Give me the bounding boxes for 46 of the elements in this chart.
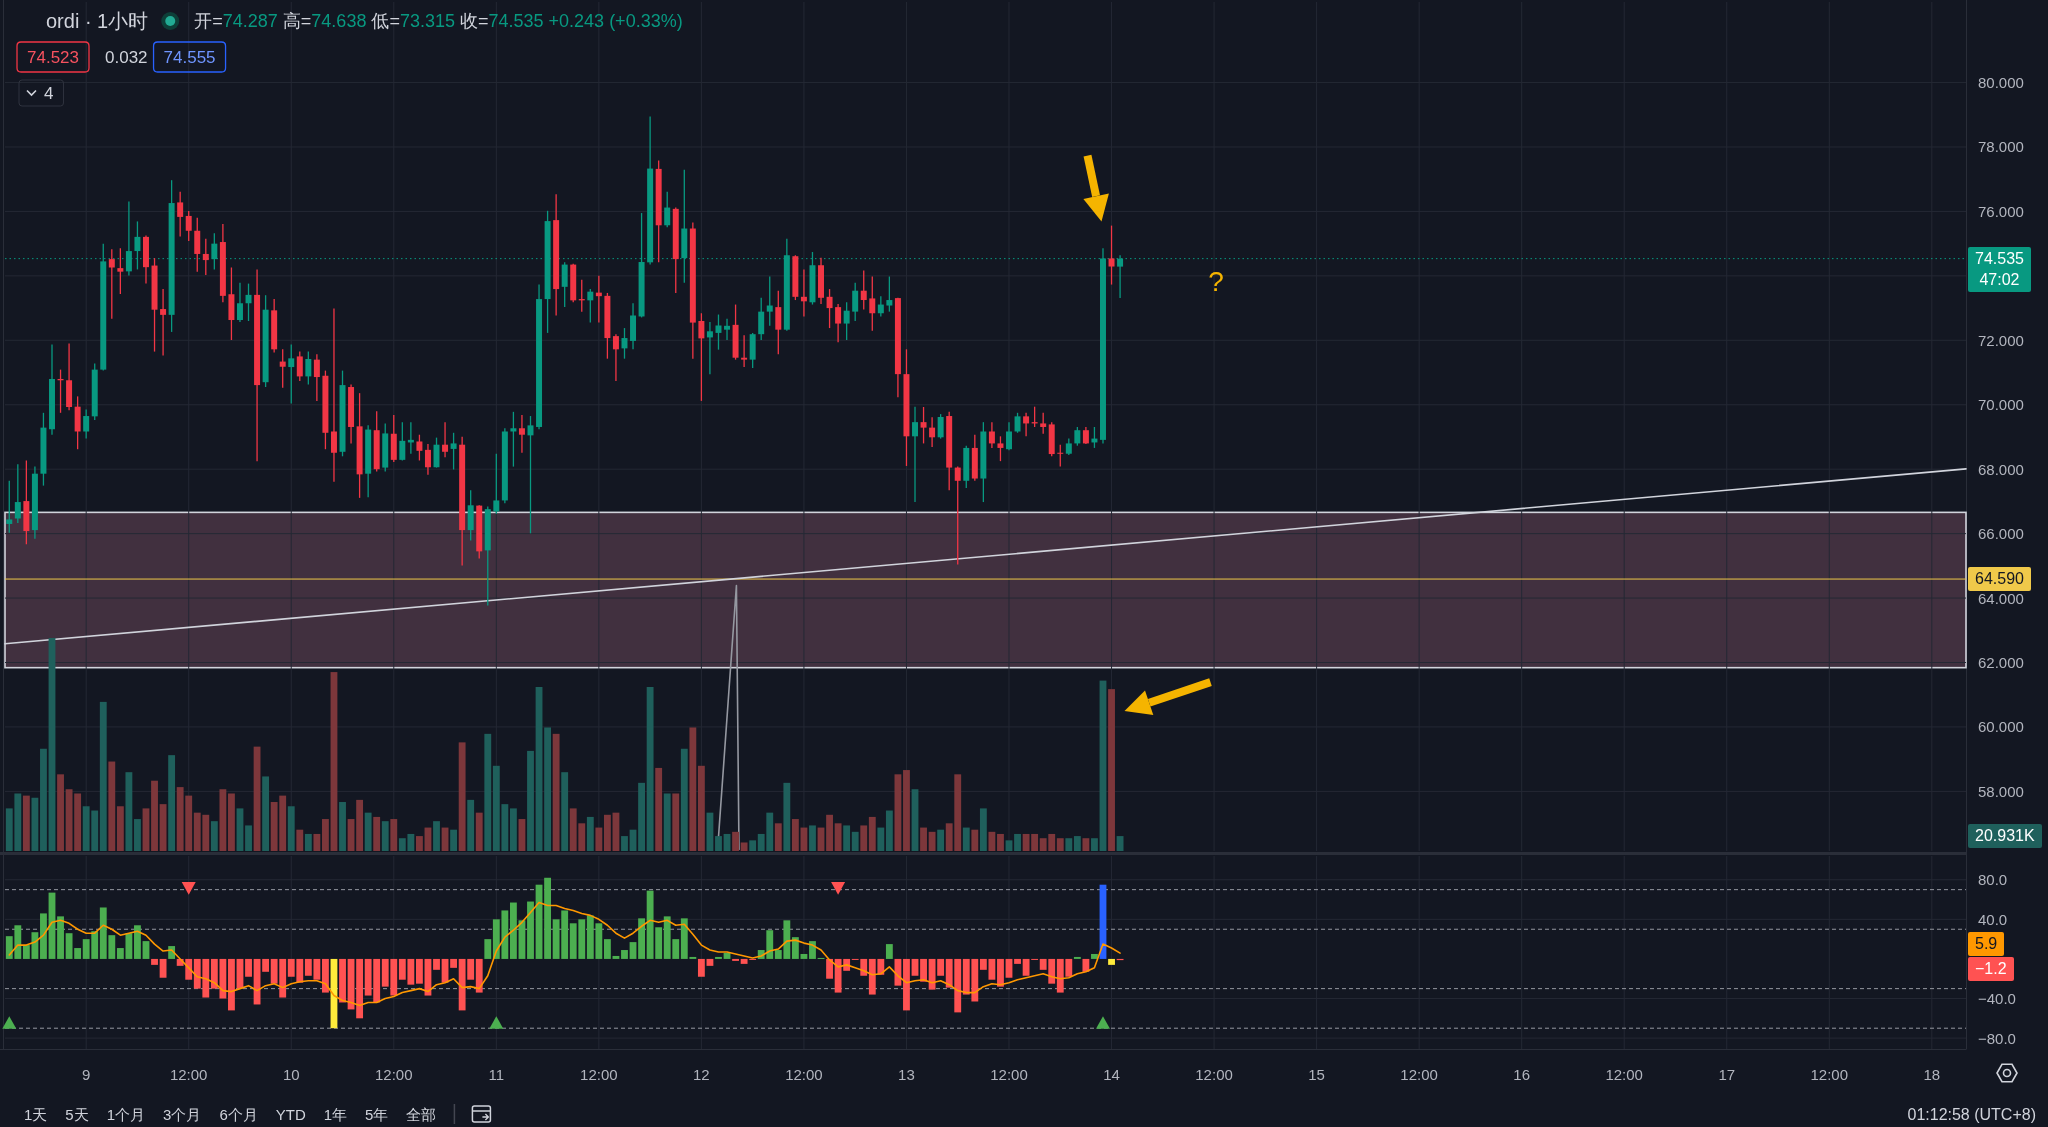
tick-label: 12:00: [990, 1065, 1028, 1083]
tick-label: 12:00: [375, 1065, 413, 1083]
ref-line-label: 74.535 47:02: [1975, 248, 2024, 290]
annotation: 0.032: [105, 47, 148, 67]
annotation: 74.555: [163, 47, 216, 67]
annotation: ?: [1208, 266, 1224, 298]
chart-title: ordi · 1小时: [46, 10, 149, 32]
tick-label: 58.000: [1978, 782, 2024, 800]
ref-line-label: 64.590: [1975, 569, 2024, 590]
tick-label: 14: [1103, 1065, 1120, 1083]
tick-label: 76.000: [1978, 202, 2024, 220]
text: 20.931K: [1975, 826, 2035, 847]
tick-label: 10: [282, 1065, 300, 1083]
tick-label: 60.000: [1978, 718, 2024, 736]
tick-label: 12:00: [1400, 1065, 1438, 1083]
tick-label: 9: [82, 1065, 91, 1083]
tick-label: 72.000: [1978, 331, 2024, 349]
tick-label: 64.000: [1978, 589, 2024, 607]
tick-label: 68.000: [1978, 460, 2024, 478]
tick-label: 66.000: [1978, 525, 2024, 543]
annotation: 4: [44, 83, 54, 103]
tick-label: 16: [1513, 1065, 1530, 1083]
tick-label: 15: [1308, 1065, 1325, 1083]
tick-label: 18: [1923, 1065, 1941, 1083]
text: 5.9: [1975, 934, 1998, 955]
tick-label: 12:00: [1195, 1065, 1233, 1083]
tick-label: −80.0: [1978, 1029, 2016, 1047]
text: −1.2: [1975, 959, 2007, 980]
tick-label: 12:00: [1810, 1065, 1849, 1083]
tick-label: 11: [488, 1065, 505, 1083]
tick-label: 40.0: [1978, 910, 2008, 928]
tick-label: 80.000: [1978, 74, 2024, 92]
tick-label: 62.000: [1978, 654, 2024, 671]
tick-label: 70.000: [1978, 396, 2024, 414]
tick-label: 12:00: [580, 1065, 618, 1083]
tick-label: 12: [693, 1065, 710, 1083]
tick-label: 80.0: [1978, 871, 2008, 889]
tick-label: 12:00: [169, 1065, 208, 1083]
tick-label: −40.0: [1978, 990, 2016, 1007]
tick-label: 78.000: [1978, 138, 2024, 156]
tick-label: 13: [898, 1065, 915, 1083]
tick-label: 17: [1718, 1065, 1736, 1083]
text: 开=74.287 高=74.638 低=73.315 收=74.535 +0.243 (+0.33%): [194, 11, 683, 31]
tick-label: 12:00: [785, 1065, 823, 1083]
annotation: 74.523: [27, 47, 79, 67]
tick-label: 12:00: [1605, 1065, 1643, 1083]
